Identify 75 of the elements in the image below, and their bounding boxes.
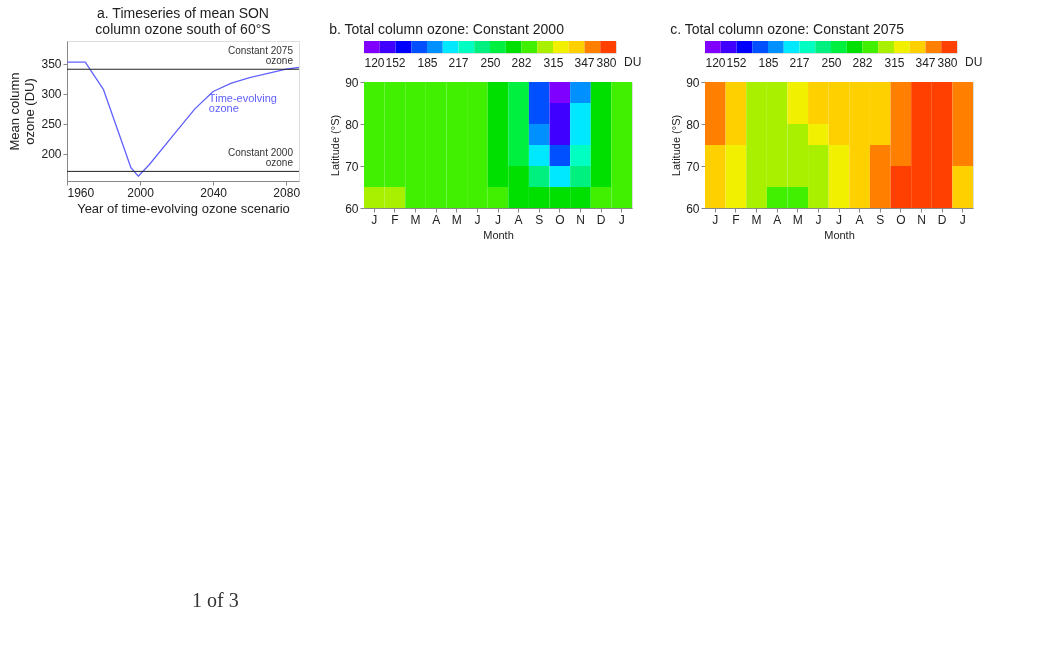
ref-line-label: Constant 2075 ozone (227, 45, 294, 67)
text: 1 of 3 (192, 589, 239, 611)
x-tick-label: J (371, 212, 378, 227)
x-tick-label: N (576, 212, 585, 227)
color-bar-label: 347 (915, 55, 936, 70)
x-tick-label: A (432, 212, 441, 227)
x-tick-label: F (732, 212, 740, 227)
color-bar-label: 152 (385, 55, 406, 70)
color-bar-label: 185 (758, 55, 779, 70)
x-tick-label: M (751, 212, 762, 227)
x-tick-label: O (896, 212, 906, 227)
y-tick-label: 70 (686, 159, 700, 174)
color-bar-label: 380 (596, 55, 617, 70)
y-tick-label: 80 (686, 117, 700, 132)
ref-line-label: Constant 2000 ozone (227, 147, 294, 169)
y-tick-label: 350 (41, 57, 62, 72)
chart-title: b. Total column ozone: Constant 2000 (329, 20, 565, 37)
y-axis-title: Latitude (°S) (670, 114, 683, 177)
x-tick-label: D (937, 212, 947, 227)
x-tick-label: A (514, 212, 523, 227)
x-tick-label: S (535, 212, 544, 227)
y-tick-label: 250 (41, 117, 62, 132)
y-tick-label: 60 (686, 201, 700, 216)
x-tick-label: 2000 (127, 185, 155, 200)
color-bar-label: 380 (937, 55, 958, 70)
color-bar-label: 250 (480, 55, 501, 70)
y-axis-title: Mean column ozone (DU) (7, 72, 38, 151)
color-bar-title: DU (965, 55, 983, 69)
y-tick-label: 60 (345, 201, 359, 216)
y-tick-label: 90 (686, 75, 700, 90)
color-bar-label: 217 (448, 55, 469, 70)
x-axis-title: Month (824, 228, 855, 241)
x-tick-label: D (596, 212, 606, 227)
x-tick-label: N (917, 212, 926, 227)
x-tick-label: M (451, 212, 462, 227)
x-tick-label: M (792, 212, 803, 227)
y-tick-label: 70 (345, 159, 359, 174)
y-tick-label: 200 (41, 147, 62, 162)
x-tick-label: J (618, 212, 625, 227)
x-tick-label: 1960 (67, 185, 95, 200)
color-bar-label: 315 (543, 55, 564, 70)
y-tick-label: 80 (345, 117, 359, 132)
x-tick-label: J (474, 212, 481, 227)
color-bar-label: 152 (726, 55, 747, 70)
x-tick-label: J (495, 212, 501, 227)
x-tick-label: 2040 (200, 185, 228, 200)
x-tick-label: A (773, 212, 782, 227)
y-tick-label: 90 (345, 75, 359, 90)
x-tick-label: A (855, 212, 864, 227)
color-bar-label: 120 (364, 55, 385, 70)
x-tick-label: M (410, 212, 421, 227)
color-bar-title: DU (624, 55, 642, 69)
color-bar-label: 120 (705, 55, 726, 70)
color-bar-label: 347 (574, 55, 595, 70)
x-tick-label: 2080 (273, 185, 301, 200)
chart-title: a. Timeseries of mean SON column ozone south of 60°S (95, 5, 271, 37)
x-tick-label: F (391, 212, 399, 227)
series-label: Time-evolving ozone (208, 91, 277, 114)
color-bar-label: 217 (789, 55, 810, 70)
y-tick-label: 300 (41, 87, 62, 102)
x-tick-label: J (712, 212, 719, 227)
x-tick-label: J (959, 212, 966, 227)
color-bar-label: 250 (821, 55, 842, 70)
color-bar-label: 315 (884, 55, 905, 70)
y-axis-title: Latitude (°S) (329, 114, 342, 177)
chart-title: c. Total column ozone: Constant 2075 (670, 20, 905, 37)
color-bar-label: 185 (417, 55, 438, 70)
x-axis-title: Year of time-evolving ozone scenario (77, 200, 290, 216)
x-tick-label: S (876, 212, 885, 227)
color-bar-label: 282 (511, 55, 532, 70)
x-axis-title: Month (483, 228, 514, 241)
x-tick-label: O (555, 212, 565, 227)
color-bar-label: 282 (852, 55, 873, 70)
x-tick-label: J (815, 212, 822, 227)
x-tick-label: J (836, 212, 842, 227)
